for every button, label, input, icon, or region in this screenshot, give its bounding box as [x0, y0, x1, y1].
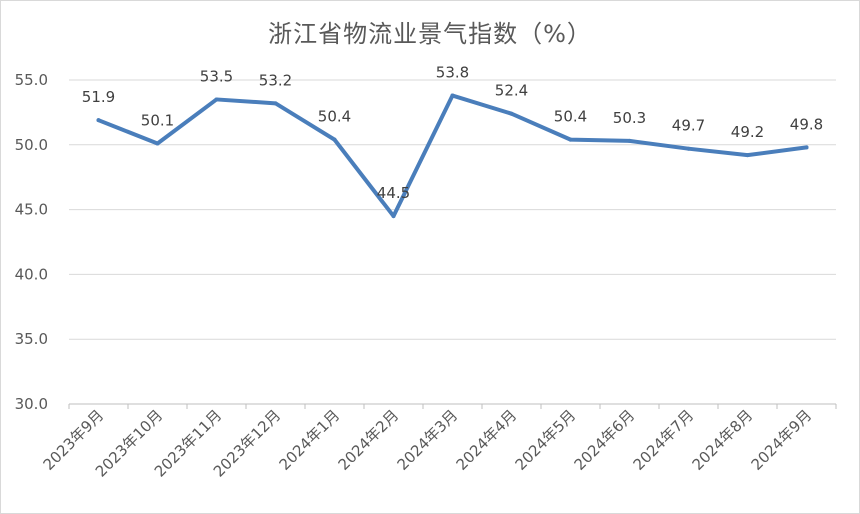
data-label: 49.2: [731, 123, 764, 141]
data-label: 49.7: [672, 117, 705, 135]
data-point: [745, 153, 750, 158]
data-point: [686, 146, 691, 151]
data-point: [391, 214, 396, 219]
data-label: 44.5: [377, 184, 410, 202]
x-tick-label: 2024年7月: [630, 406, 698, 474]
y-tick-label: 45.0: [15, 201, 48, 219]
y-tick-label: 50.0: [15, 136, 48, 154]
x-tick-label: 2024年3月: [394, 406, 462, 474]
y-tick-label: 35.0: [15, 330, 48, 348]
y-tick-label: 40.0: [15, 265, 48, 283]
data-point: [509, 111, 514, 116]
chart-title: 浙江省物流业景气指数（%）: [268, 20, 592, 48]
data-label: 49.8: [790, 115, 823, 133]
x-tick-label: 2024年2月: [335, 406, 403, 474]
data-label: 50.4: [318, 108, 351, 126]
x-tick-label: 2024年8月: [689, 406, 757, 474]
x-tick-label: 2024年9月: [748, 406, 816, 474]
data-point: [568, 137, 573, 142]
data-label: 53.5: [200, 67, 233, 85]
data-label: 51.9: [82, 88, 115, 106]
data-point: [155, 141, 160, 146]
data-point: [273, 101, 278, 106]
y-tick-label: 30.0: [15, 395, 48, 413]
x-tick-label: 2024年1月: [276, 406, 344, 474]
data-label: 50.4: [554, 108, 587, 126]
data-label: 52.4: [495, 82, 528, 100]
data-point: [332, 137, 337, 142]
data-label: 53.8: [436, 64, 469, 82]
x-tick-label: 2024年4月: [453, 406, 521, 474]
data-point: [804, 145, 809, 150]
data-label: 53.2: [259, 71, 292, 89]
y-tick-label: 55.0: [15, 71, 48, 89]
data-point: [627, 138, 632, 143]
data-point: [450, 93, 455, 98]
data-label: 50.3: [613, 109, 646, 127]
x-tick-label: 2024年6月: [571, 406, 639, 474]
series-line: [96, 93, 809, 219]
data-label: 50.1: [141, 112, 174, 130]
data-point: [96, 118, 101, 123]
x-tick-label: 2024年5月: [512, 406, 580, 474]
data-point: [214, 97, 219, 102]
